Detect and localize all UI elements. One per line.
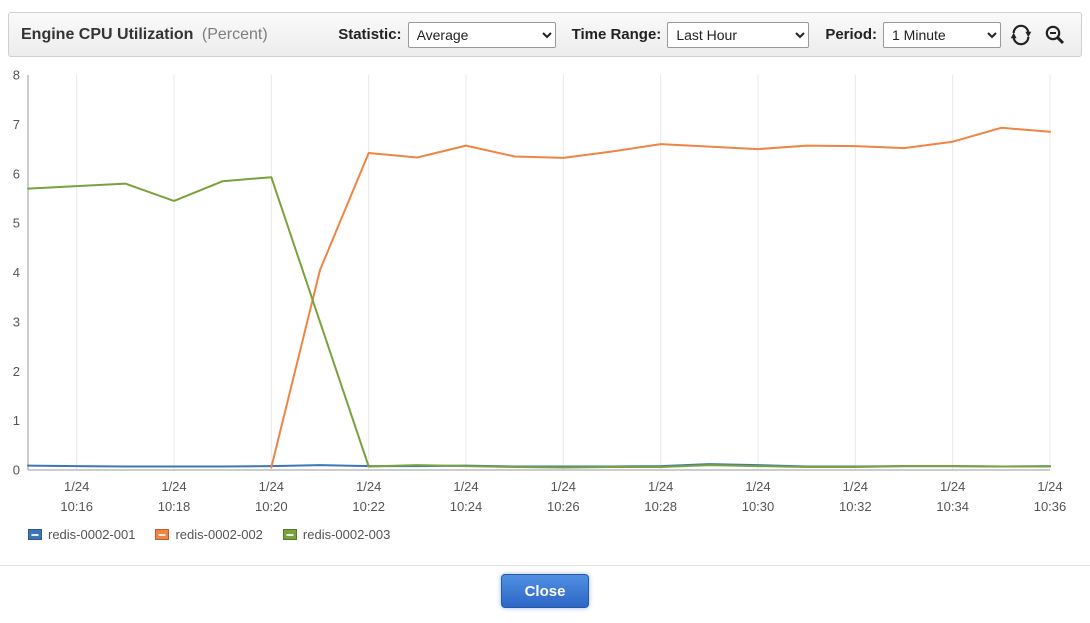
chart-controls: Statistic: Average Time Range: Last Hour… [338,21,1069,48]
x-axis-label-date: 1/24 [551,479,576,494]
legend-label: redis-0002-001 [48,527,136,542]
chart-header: Engine CPU Utilization (Percent) Statist… [8,12,1082,57]
chart-title-wrap: Engine CPU Utilization (Percent) [21,26,268,44]
series-line-redis-0002-002 [270,126,1051,469]
legend-item-redis-0002-003: redis-0002-003 [282,527,391,542]
chart-title-units: (Percent) [201,25,268,43]
y-axis-label: 4 [13,265,20,280]
dialog-footer: Close [0,574,1090,608]
statistic-label: Statistic: [338,26,402,43]
y-axis-label: 6 [13,166,20,181]
x-axis-label-date: 1/24 [745,479,770,494]
legend-item-redis-0002-001: redis-0002-001 [28,527,135,542]
cpu-utilization-chart: 0 1 2 3 4 5 6 7 8 1/24 10:16 1/24 10:18 1/24 10:20 1/24… [13,68,1067,515]
x-axis-label-time: 10:30 [742,499,775,514]
x-axis-label-time: 10:36 [1034,499,1067,514]
x-axis-label-time: 10:34 [936,499,969,514]
series-line-redis-0002-003 [27,176,1051,469]
x-axis-label-time: 10:28 [644,499,677,514]
chart-legend: redis-0002-001 redis-0002-002 redis-0002-0… [28,527,390,542]
time-range-label: Time Range: [571,26,662,43]
statistic-select[interactable]: Average [407,21,556,48]
legend-item-redis-0002-002: redis-0002-002 [155,527,263,542]
legend-swatch [155,529,170,540]
x-axis-label-time: 10:22 [352,499,385,514]
x-axis-label-date: 1/24 [940,479,965,494]
period-label: Period: [825,26,877,43]
x-axis-label-time: 10:26 [547,499,580,514]
y-axis-label: 0 [13,463,20,478]
legend-swatch-dash [31,533,39,536]
refresh-icon[interactable] [1007,22,1035,48]
x-axis-label-date: 1/24 [648,479,673,494]
legend-swatch [282,529,297,540]
x-axis-label-date: 1/24 [259,479,284,494]
x-axis-label-date: 1/24 [356,479,381,494]
zoom-out-icon[interactable] [1041,22,1069,48]
x-axis-label-time: 10:24 [450,499,483,514]
x-axis-label-date: 1/24 [1037,479,1062,494]
x-axis-label-date: 1/24 [843,479,868,494]
y-axis-label: 1 [13,413,20,428]
y-axis-label: 8 [13,68,20,83]
close-button[interactable]: Close [501,574,589,608]
x-axis-label-time: 10:20 [255,499,288,514]
x-axis-label-time: 10:18 [158,499,191,514]
legend-label: redis-0002-002 [175,527,263,542]
x-axis-label-date: 1/24 [161,479,186,494]
period-select[interactable]: 1 Minute [883,21,1001,48]
legend-swatch-dash [286,533,294,536]
x-axis-label-time: 10:32 [839,499,872,514]
legend-label: redis-0002-003 [302,527,391,542]
chart-title: Engine CPU Utilization [21,25,194,43]
footer-divider [0,565,1090,566]
y-axis-label: 3 [13,314,20,329]
y-axis-label: 7 [13,117,20,132]
y-axis-label: 5 [13,216,20,231]
x-axis-label-time: 10:16 [60,499,93,514]
legend-swatch-dash [158,533,166,536]
time-range-select[interactable]: Last Hour [667,21,810,48]
x-axis-label-date: 1/24 [453,479,478,494]
x-axis-label-date: 1/24 [64,479,89,494]
legend-swatch [28,529,42,540]
y-axis-label: 2 [13,364,20,379]
